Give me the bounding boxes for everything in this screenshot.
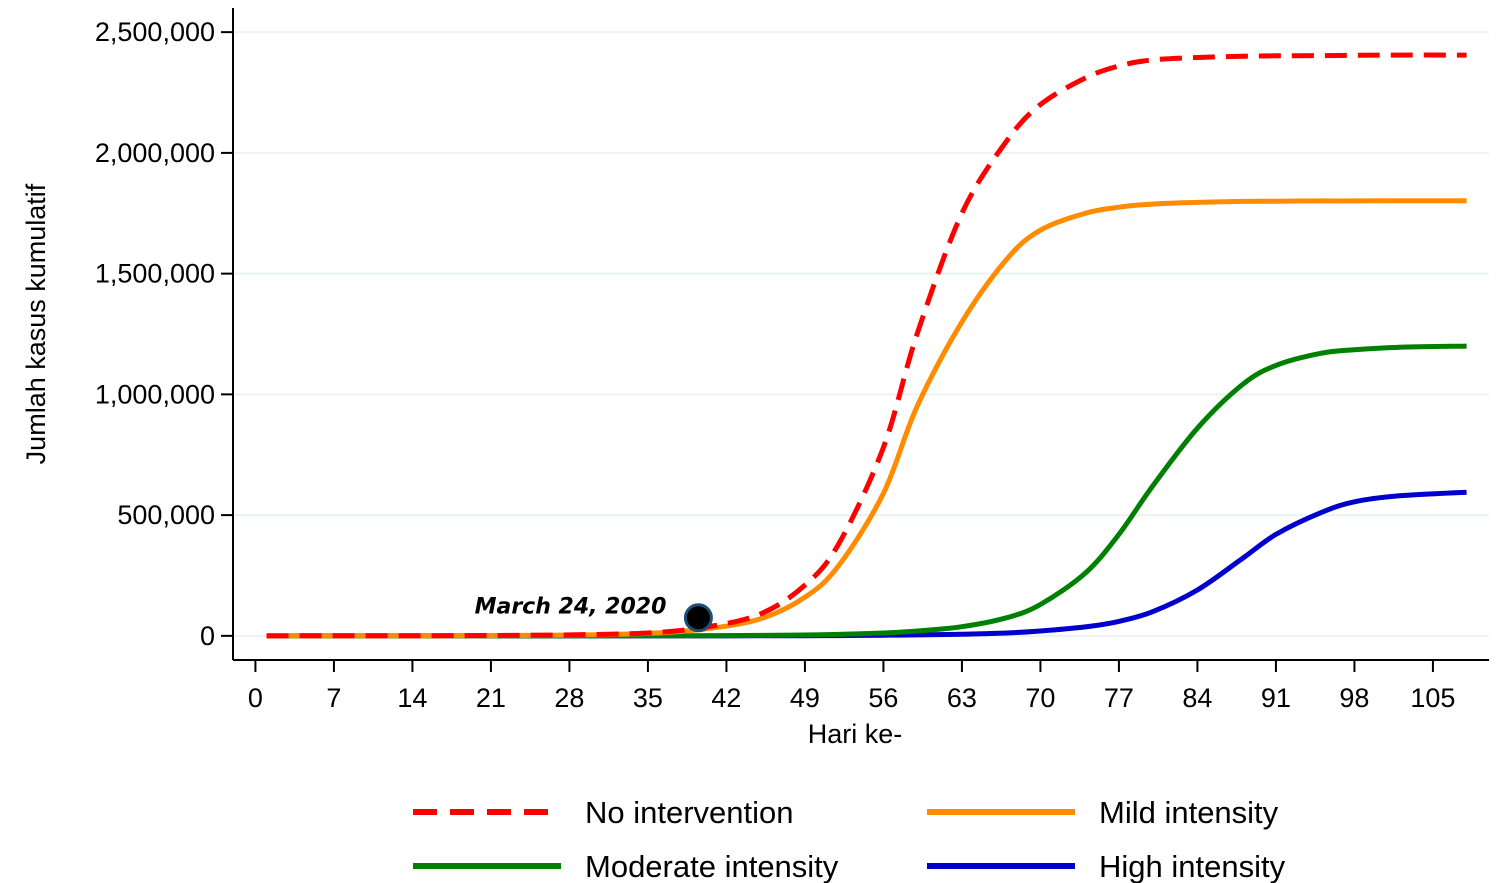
x-tick-label-10: 70: [1025, 683, 1055, 713]
y-tick-label-3: 1,500,000: [95, 259, 215, 289]
y-tick-label-0: 0: [200, 621, 215, 651]
x-tick-label-8: 56: [868, 683, 898, 713]
legend-label-2: Moderate intensity: [585, 849, 839, 883]
y-tick-label-2: 1,000,000: [95, 379, 215, 409]
x-tick-label-7: 49: [790, 683, 820, 713]
x-tick-label-12: 84: [1182, 683, 1212, 713]
y-tick-label-1: 500,000: [117, 500, 215, 530]
x-tick-label-5: 35: [633, 683, 663, 713]
annotations: March 24, 2020: [475, 595, 713, 633]
x-tick-label-4: 28: [554, 683, 584, 713]
series-line-no-intervention: [266, 52, 1467, 639]
legend-label-1: Mild intensity: [1099, 795, 1279, 830]
x-tick-label-0: 0: [248, 683, 263, 713]
legend: No intervention Mild intensity Moderate in…: [413, 795, 1286, 883]
x-tick-label-15: 105: [1410, 683, 1455, 713]
series-line-mild-intensity: [266, 198, 1467, 639]
x-tick-label-14: 98: [1339, 683, 1369, 713]
legend-label-0: No intervention: [585, 795, 794, 830]
x-tick-label-9: 63: [947, 683, 977, 713]
x-tick-label-2: 14: [397, 683, 427, 713]
x-tick-label-13: 91: [1261, 683, 1291, 713]
annotation-label: March 24, 2020: [475, 595, 667, 620]
x-tick-label-3: 21: [476, 683, 506, 713]
y-axis-title: Jumlah kasus kumulatif: [21, 183, 51, 464]
x-tick-label-6: 42: [711, 683, 741, 713]
annotation-marker: [683, 603, 713, 633]
y-tick-label-4: 2,000,000: [95, 138, 215, 168]
tick-labels: 0 500,000 1,000,000 1,500,000 2,000,000 2,500…: [95, 17, 1456, 713]
x-tick-label-1: 7: [326, 683, 341, 713]
axes: [221, 8, 1489, 672]
gridlines: [233, 31, 1489, 637]
series-lines: [266, 52, 1467, 639]
y-tick-label-5: 2,500,000: [95, 17, 215, 47]
x-tick-label-11: 77: [1104, 683, 1134, 713]
legend-label-3: High intensity: [1099, 849, 1286, 883]
x-axis-title: Hari ke-: [808, 719, 903, 749]
